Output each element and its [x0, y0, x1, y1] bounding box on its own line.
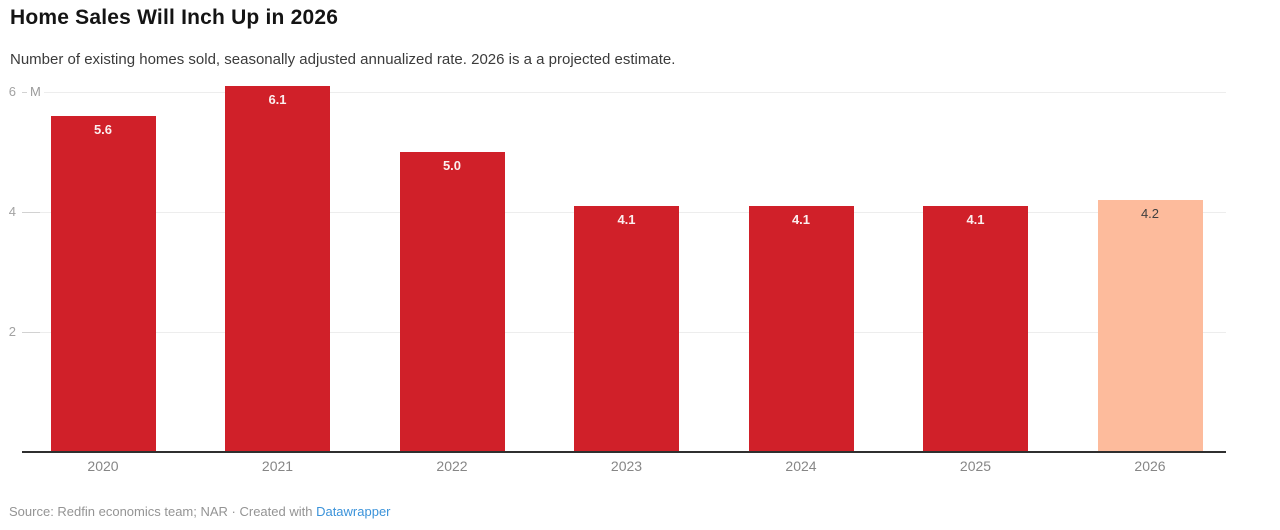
bar-value-label: 4.1 [617, 212, 636, 227]
bar-value-label: 5.6 [93, 122, 113, 137]
x-tick-label-2024: 2024 [785, 458, 817, 474]
bar-2021: 6.1 [225, 86, 330, 452]
y-tick-mark [22, 332, 40, 333]
bar-2026: 4.2 [1097, 200, 1203, 452]
x-tick-label-2021: 2021 [261, 458, 294, 474]
bar-2024: 4.1 [748, 206, 854, 452]
y-axis-unit-label: M [27, 83, 44, 101]
x-tick-label-2026: 2026 [1134, 458, 1166, 474]
bar-value-label: 5.0 [442, 158, 462, 173]
bar-2023: 4.1 [574, 206, 679, 452]
gridline-y-6 [22, 92, 1226, 93]
y-tick-label-6: 6 [8, 84, 16, 99]
datawrapper-link[interactable]: Datawrapper [316, 504, 391, 519]
source-note: Source: Redfin economics team; NAR · Cre… [9, 504, 391, 519]
bar-2025: 4.1 [923, 206, 1028, 452]
bar-value-label: 6.1 [268, 92, 287, 107]
chart-title: Home Sales Will Inch Up in 2026 [10, 6, 339, 29]
bar-2022: 5.0 [399, 152, 505, 452]
x-tick-label-2022: 2022 [436, 458, 468, 474]
chart-subtitle: Number of existing homes sold, seasonall… [10, 51, 676, 68]
bar-value-label: 4.1 [791, 212, 811, 227]
x-tick-label-2025: 2025 [959, 458, 992, 474]
bar-value-label: 4.2 [1140, 206, 1160, 221]
x-tick-label-2020: 2020 [87, 458, 119, 474]
x-tick-label-2023: 2023 [610, 458, 643, 474]
y-tick-label-4: 4 [8, 204, 16, 219]
y-tick-mark [22, 212, 40, 213]
bar-value-label: 4.1 [966, 212, 985, 227]
x-axis-line [22, 451, 1226, 453]
source-text: Source: Redfin economics team; NAR · Cre… [9, 504, 317, 519]
bar-2020: 5.6 [50, 116, 156, 452]
y-tick-label-2: 2 [8, 324, 16, 339]
